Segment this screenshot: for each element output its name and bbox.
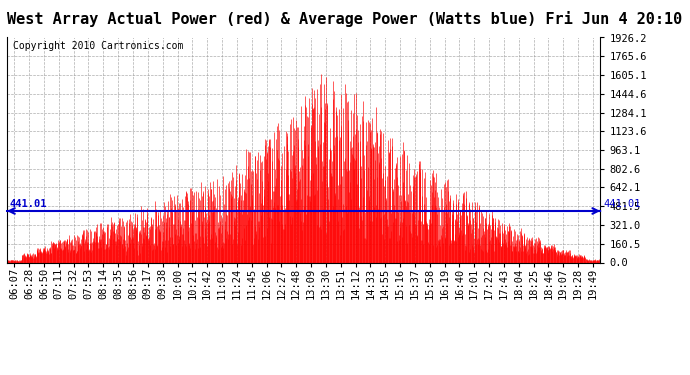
Text: Copyright 2010 Cartronics.com: Copyright 2010 Cartronics.com xyxy=(13,41,184,51)
Text: West Array Actual Power (red) & Average Power (Watts blue) Fri Jun 4 20:10: West Array Actual Power (red) & Average … xyxy=(8,11,682,27)
Text: 441.01: 441.01 xyxy=(603,199,641,209)
Text: 441.01: 441.01 xyxy=(9,199,47,209)
